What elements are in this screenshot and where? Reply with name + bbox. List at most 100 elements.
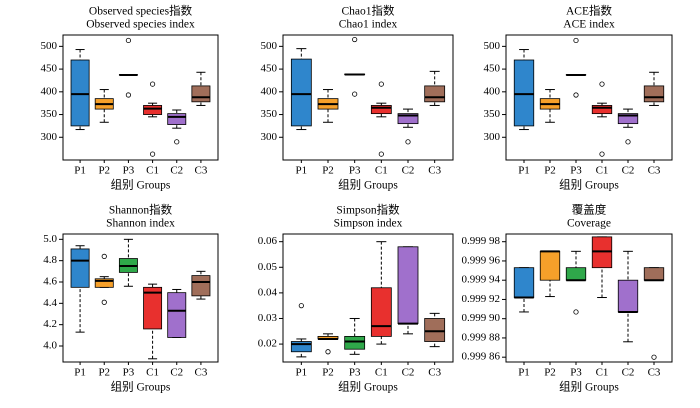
x-tick-label: C2 xyxy=(170,367,183,379)
x-tick-label: C1 xyxy=(375,165,388,177)
outlier xyxy=(378,81,384,87)
plot-frame xyxy=(505,233,673,363)
y-tick-label: 350 xyxy=(261,108,278,120)
outlier xyxy=(174,139,180,145)
y-tick-label: 400 xyxy=(41,85,58,97)
plot-frame xyxy=(62,34,219,161)
box xyxy=(94,278,114,288)
box xyxy=(617,113,639,125)
x-tick-label: P2 xyxy=(98,367,110,379)
y-tick-label: 450 xyxy=(261,63,278,75)
outlier xyxy=(149,151,156,157)
chart-title: Chao1指数 xyxy=(341,4,395,18)
outlier xyxy=(352,36,358,43)
outlier xyxy=(101,253,107,259)
x-tick-label: P3 xyxy=(570,165,582,177)
plot-frame xyxy=(282,233,454,363)
box xyxy=(565,267,587,281)
box xyxy=(191,275,211,297)
box xyxy=(70,248,90,288)
y-tick-label: 0.999 88 xyxy=(462,331,501,343)
y-tick-label: 300 xyxy=(41,131,58,143)
box xyxy=(591,105,613,115)
x-tick-label: P3 xyxy=(349,165,361,177)
box xyxy=(617,279,639,313)
outlier xyxy=(149,81,156,87)
x-tick-label: C3 xyxy=(194,165,207,177)
chart-title: 覆盖度 xyxy=(572,203,607,217)
box xyxy=(70,59,90,127)
y-tick-label: 5.0 xyxy=(43,233,57,245)
chart-subtitle: Coverage xyxy=(567,218,611,230)
box xyxy=(513,267,535,298)
box xyxy=(397,113,419,125)
outlier xyxy=(573,37,579,44)
outlier xyxy=(599,81,605,87)
box xyxy=(143,105,163,115)
x-tick-label: C3 xyxy=(648,367,661,379)
box xyxy=(344,335,366,350)
outlier xyxy=(298,303,304,309)
chart-title: Observed species指数 xyxy=(89,4,193,18)
x-tick-label: P2 xyxy=(544,165,556,177)
x-tick-label: P1 xyxy=(74,367,86,379)
box xyxy=(397,246,419,325)
box xyxy=(370,287,392,337)
y-tick-label: 4.6 xyxy=(43,276,57,288)
y-tick-label: 450 xyxy=(484,63,501,75)
box xyxy=(370,105,392,115)
chart-subtitle: Observed species index xyxy=(86,19,195,31)
y-tick-label: 300 xyxy=(261,131,278,143)
x-tick-label: C2 xyxy=(622,165,635,177)
outlier xyxy=(125,92,132,98)
y-tick-label: 450 xyxy=(41,63,58,75)
chart-subtitle: ACE index xyxy=(563,19,615,31)
x-tick-label: C2 xyxy=(170,165,183,177)
chart-title: Shannon指数 xyxy=(109,203,173,217)
outlier xyxy=(405,139,411,145)
box xyxy=(143,286,163,330)
box xyxy=(539,250,561,281)
x-tick-label: C2 xyxy=(622,367,635,379)
y-tick-label: 500 xyxy=(261,40,278,52)
x-tick-label: C1 xyxy=(596,165,609,177)
y-tick-label: 0.05 xyxy=(258,261,278,273)
outlier xyxy=(101,299,107,305)
x-tick-label: P1 xyxy=(296,165,308,177)
box xyxy=(167,113,187,125)
x-tick-label: C1 xyxy=(146,165,159,177)
chart-subtitle: Chao1 index xyxy=(339,19,398,31)
chart-subtitle: Shannon index xyxy=(106,218,175,230)
x-tick-label: P2 xyxy=(98,165,110,177)
x-axis-label: 组别 Groups xyxy=(111,380,171,394)
y-tick-label: 0.06 xyxy=(258,235,278,247)
x-tick-label: P1 xyxy=(296,367,308,379)
y-tick-label: 0.999 98 xyxy=(462,235,501,247)
outlier xyxy=(573,92,579,98)
outlier xyxy=(125,37,132,44)
chart-title: ACE指数 xyxy=(566,4,612,18)
box xyxy=(191,85,211,103)
y-tick-label: 0.999 90 xyxy=(462,312,501,324)
box xyxy=(424,85,446,103)
x-tick-label: P2 xyxy=(544,367,556,379)
x-tick-label: C3 xyxy=(428,367,441,379)
x-tick-label: P3 xyxy=(123,165,135,177)
x-tick-label: P1 xyxy=(518,367,530,379)
y-tick-label: 500 xyxy=(484,40,501,52)
x-tick-label: C1 xyxy=(596,367,609,379)
box xyxy=(424,318,446,342)
plot-frame xyxy=(282,34,454,161)
y-tick-label: 400 xyxy=(484,85,501,97)
plot-frame xyxy=(62,233,219,363)
outlier xyxy=(573,309,579,315)
outlier xyxy=(352,91,358,97)
y-tick-label: 300 xyxy=(484,131,501,143)
y-tick-label: 0.03 xyxy=(258,312,278,324)
chart-subtitle: Simpson index xyxy=(334,218,403,230)
x-tick-label: C3 xyxy=(428,165,441,177)
x-axis-label: 组别 Groups xyxy=(559,178,619,192)
y-tick-label: 4.8 xyxy=(43,254,57,266)
x-tick-label: C1 xyxy=(146,367,159,379)
x-tick-label: C1 xyxy=(375,367,388,379)
